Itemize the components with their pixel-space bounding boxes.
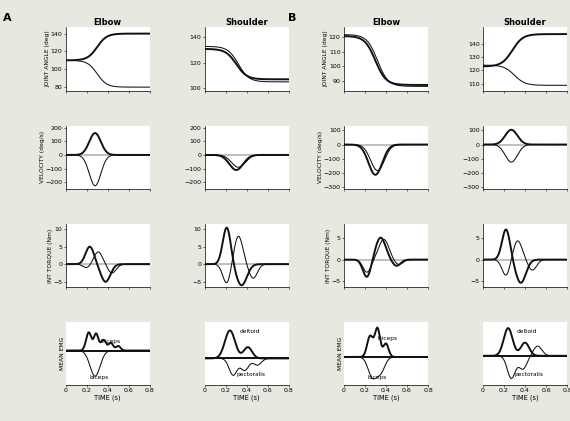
X-axis label: TIME (s): TIME (s) (373, 395, 399, 401)
Text: B: B (288, 13, 296, 23)
Text: triceps: triceps (377, 336, 398, 341)
Text: deltoid: deltoid (516, 329, 537, 334)
Title: Elbow: Elbow (372, 18, 400, 27)
Y-axis label: VELOCITY (deg/s): VELOCITY (deg/s) (318, 131, 323, 183)
Title: Shoulder: Shoulder (225, 18, 268, 27)
X-axis label: TIME (s): TIME (s) (95, 395, 121, 401)
Text: pectoralis: pectoralis (515, 372, 544, 377)
Text: pectoralis: pectoralis (237, 372, 266, 377)
Title: Shoulder: Shoulder (504, 18, 547, 27)
Y-axis label: MEAN EMG: MEAN EMG (60, 337, 66, 370)
Text: biceps: biceps (367, 375, 386, 380)
Y-axis label: JOINT ANGLE (deg): JOINT ANGLE (deg) (324, 31, 328, 88)
Y-axis label: INT TORQUE (Nm): INT TORQUE (Nm) (48, 228, 53, 282)
Y-axis label: JOINT ANGLE (deg): JOINT ANGLE (deg) (46, 31, 50, 88)
Text: A: A (3, 13, 11, 23)
Y-axis label: MEAN EMG: MEAN EMG (339, 337, 344, 370)
Text: triceps: triceps (101, 339, 121, 344)
Text: biceps: biceps (89, 375, 108, 380)
Y-axis label: INT TORQUE (Nm): INT TORQUE (Nm) (326, 228, 331, 282)
X-axis label: TIME (s): TIME (s) (512, 395, 538, 401)
Text: deltoid: deltoid (240, 329, 260, 334)
Y-axis label: VELOCITY (deg/s): VELOCITY (deg/s) (40, 131, 45, 183)
X-axis label: TIME (s): TIME (s) (234, 395, 260, 401)
Title: Elbow: Elbow (93, 18, 122, 27)
